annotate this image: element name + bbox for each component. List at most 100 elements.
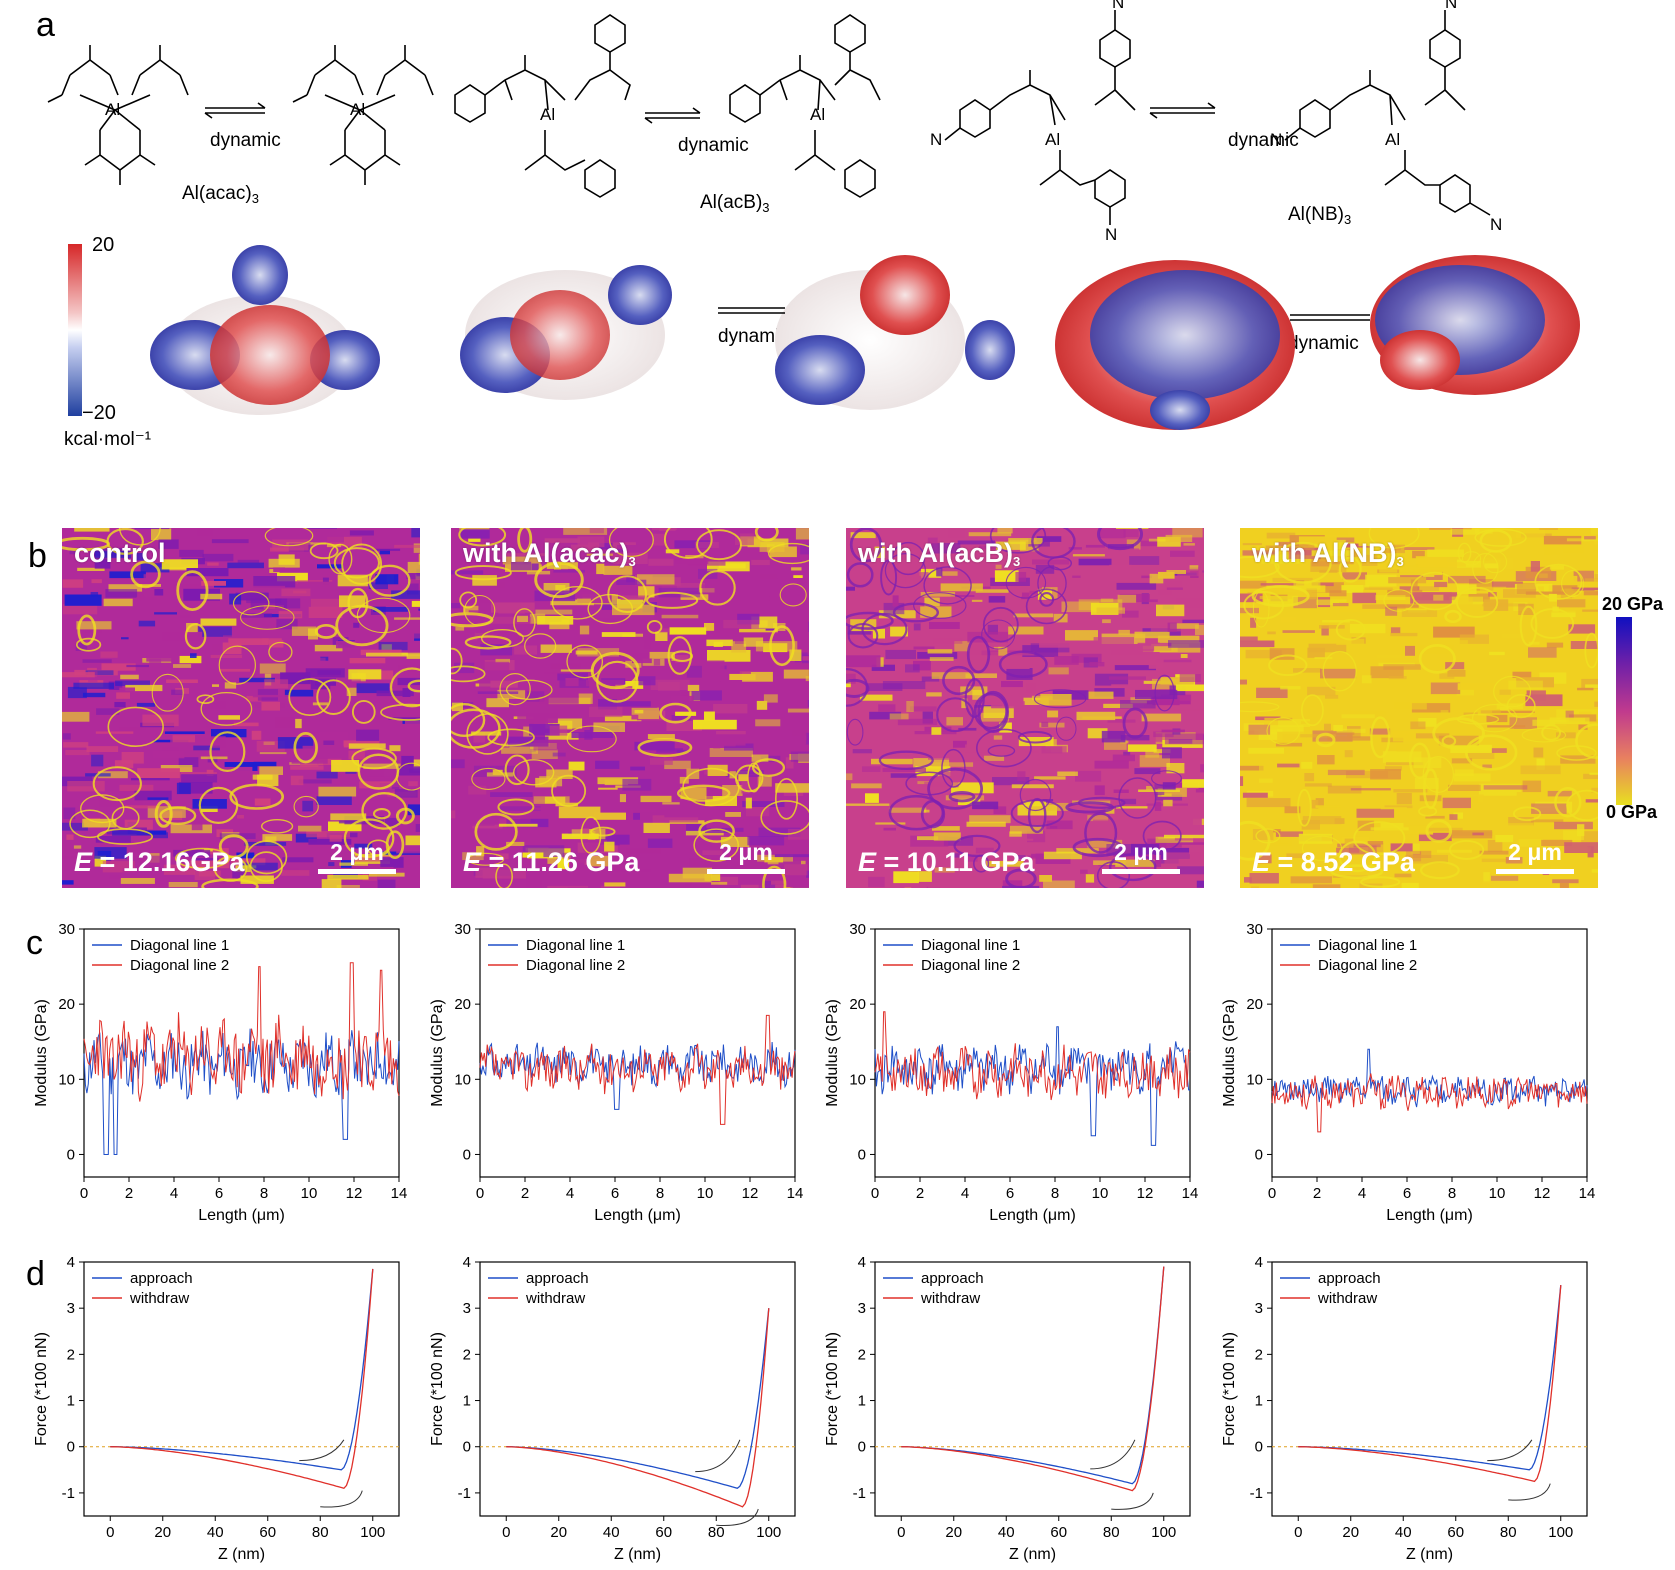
afm-texture-patch: [1472, 832, 1484, 836]
afm-texture-patch: [73, 845, 82, 849]
svg-text:N: N: [1105, 225, 1117, 244]
afm-map: [846, 528, 1204, 888]
afm-texture-patch: [1367, 841, 1384, 845]
afm-texture-patch: [405, 835, 420, 846]
afm-texture-patch: [791, 567, 802, 571]
afm-texture-patch: [161, 631, 203, 642]
afm-grain-boundary: [973, 692, 1009, 730]
afm-texture-patch: [1240, 607, 1259, 614]
x-tick-label: 80: [1500, 1524, 1517, 1541]
legend-label: Diagonal line 2: [1318, 957, 1417, 974]
afm-texture-patch: [555, 802, 578, 807]
afm-texture-patch: [1243, 530, 1266, 542]
afm-texture-patch: [600, 885, 620, 888]
afm-texture-patch: [1585, 684, 1598, 689]
afm-texture-patch: [1522, 780, 1542, 793]
series-line: [110, 1268, 374, 1490]
afm-texture-patch: [890, 626, 908, 637]
afm-texture-patch: [1308, 643, 1347, 653]
afm-texture-patch: [1146, 700, 1191, 705]
afm-texture-patch: [983, 755, 1005, 761]
afm-texture-patch: [316, 796, 352, 805]
afm-texture-patch: [376, 690, 414, 697]
afm-texture-patch: [669, 627, 707, 635]
afm-texture-patch: [498, 806, 541, 811]
afm-grain-boundary: [458, 528, 507, 547]
afm-grain-boundary: [407, 679, 420, 693]
afm-texture-patch: [905, 664, 920, 673]
afm-texture-patch: [1036, 536, 1062, 542]
series-line: [479, 1041, 796, 1110]
afm-texture-patch: [1047, 710, 1059, 718]
afm-texture-patch: [756, 700, 768, 710]
afm-texture-patch: [172, 735, 195, 743]
afm-texture-patch: [875, 822, 906, 825]
afm-texture-patch: [1284, 806, 1301, 814]
afm-texture-patch: [90, 592, 99, 597]
afm-texture-patch: [537, 616, 574, 625]
afm-texture-patch: [123, 687, 141, 700]
afm-texture-patch: [180, 772, 217, 775]
afm-texture-patch: [933, 832, 961, 841]
afm-texture-patch: [1505, 857, 1523, 864]
afm-texture-patch: [1286, 853, 1313, 859]
afm-texture-patch: [1120, 700, 1156, 709]
afm-texture-patch: [295, 718, 302, 729]
afm-texture-patch: [1315, 805, 1342, 808]
afm-grain-boundary: [1154, 674, 1175, 712]
y-tick-label: 3: [463, 1300, 471, 1317]
afm-grain-boundary: [1448, 839, 1485, 860]
afm-texture-patch: [561, 833, 599, 840]
modulus-value: E = 10.11 GPa: [858, 847, 1034, 878]
afm-texture-patch: [375, 574, 399, 585]
afm-grain-boundary: [517, 528, 533, 553]
afm-texture-patch: [1319, 528, 1348, 535]
afm-texture-patch: [1166, 763, 1185, 774]
afm-texture-patch: [522, 531, 534, 541]
afm-texture-patch: [684, 882, 693, 887]
afm-grain-boundary: [356, 597, 411, 634]
afm-texture-patch: [259, 766, 283, 775]
afm-texture-patch: [674, 540, 712, 549]
afm-texture-patch: [707, 764, 728, 776]
afm-texture-patch: [62, 579, 84, 588]
afm-texture-patch: [1459, 634, 1489, 644]
afm-texture-patch: [741, 781, 750, 794]
afm-texture-patch: [1018, 857, 1048, 864]
afm-grain-boundary: [1408, 742, 1431, 780]
afm-texture-patch: [1469, 579, 1494, 591]
afm-texture-patch: [1430, 562, 1466, 567]
afm-texture-patch: [1327, 736, 1371, 741]
withdraw-arrow: [1508, 1483, 1551, 1501]
y-axis-label: Force (*100 nN): [824, 1332, 841, 1446]
afm-texture-patch: [472, 824, 503, 829]
afm-grain-boundary: [497, 798, 535, 816]
afm-texture-patch: [704, 623, 715, 631]
afm-texture-patch: [153, 761, 165, 764]
afm-texture-patch: [846, 831, 866, 838]
afm-grain-boundary: [328, 543, 353, 575]
afm-grain-boundary: [467, 852, 505, 866]
afm-texture-patch: [394, 544, 420, 548]
afm-texture-patch: [1491, 748, 1507, 753]
afm-grain-boundary: [923, 566, 972, 605]
afm-texture-patch: [999, 722, 1012, 733]
withdraw-arrow: [320, 1490, 363, 1508]
afm-texture-patch: [1259, 595, 1293, 600]
afm-texture-patch: [545, 718, 583, 729]
afm-texture-patch: [1393, 702, 1427, 710]
afm-texture-patch: [179, 655, 202, 664]
afm-texture-patch: [617, 542, 636, 545]
afm-grain-boundary: [888, 794, 945, 831]
afm-texture-patch: [1484, 563, 1499, 569]
afm-texture-patch: [718, 876, 739, 885]
plot-frame: [479, 928, 796, 1178]
afm-texture-patch: [1515, 528, 1546, 539]
afm-texture-patch: [965, 673, 997, 678]
afm-texture-patch: [1249, 873, 1279, 884]
afm-texture-patch: [777, 736, 807, 745]
y-tick-label: 4: [1255, 1254, 1263, 1271]
afm-texture-patch: [408, 781, 418, 787]
afm-texture-patch: [1457, 683, 1496, 690]
afm-texture-patch: [192, 799, 227, 809]
